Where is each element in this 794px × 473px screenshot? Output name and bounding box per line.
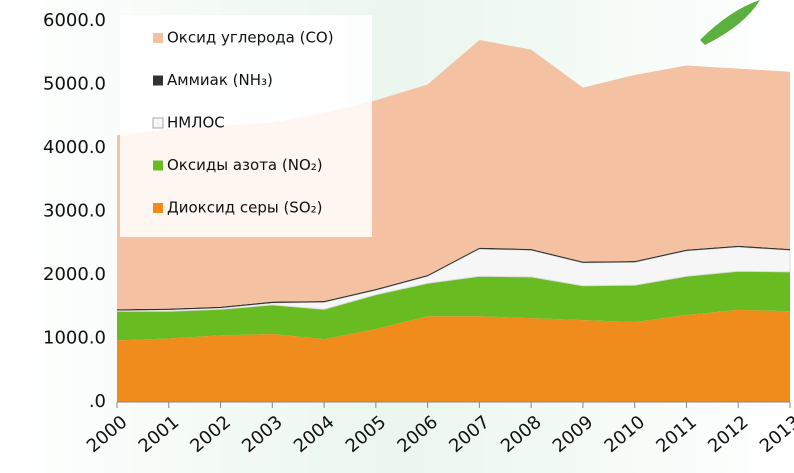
y-tick-label: 1000.0 xyxy=(43,328,106,349)
legend-label: Оксид углерода (CO) xyxy=(167,29,334,47)
legend-swatch xyxy=(153,76,163,86)
y-tick-label: .0 xyxy=(89,391,106,412)
legend-swatch xyxy=(153,33,163,43)
y-tick-label: 6000.0 xyxy=(43,10,106,31)
legend-label: Оксиды азота (NO₂) xyxy=(167,156,323,174)
legend-label: НМЛОС xyxy=(167,114,225,132)
legend-label: Аммиак (NH₃) xyxy=(167,71,273,89)
y-tick-label: 2000.0 xyxy=(43,264,106,285)
y-tick-label: 4000.0 xyxy=(43,137,106,158)
y-tick-label: 3000.0 xyxy=(43,201,106,222)
legend-swatch xyxy=(153,203,163,213)
y-tick-label: 5000.0 xyxy=(43,74,106,95)
chart: .01000.02000.03000.04000.05000.06000.020… xyxy=(0,0,794,473)
legend-label: Диоксид серы (SO₂) xyxy=(167,199,323,217)
legend-swatch xyxy=(153,118,163,128)
legend-swatch xyxy=(153,161,163,171)
